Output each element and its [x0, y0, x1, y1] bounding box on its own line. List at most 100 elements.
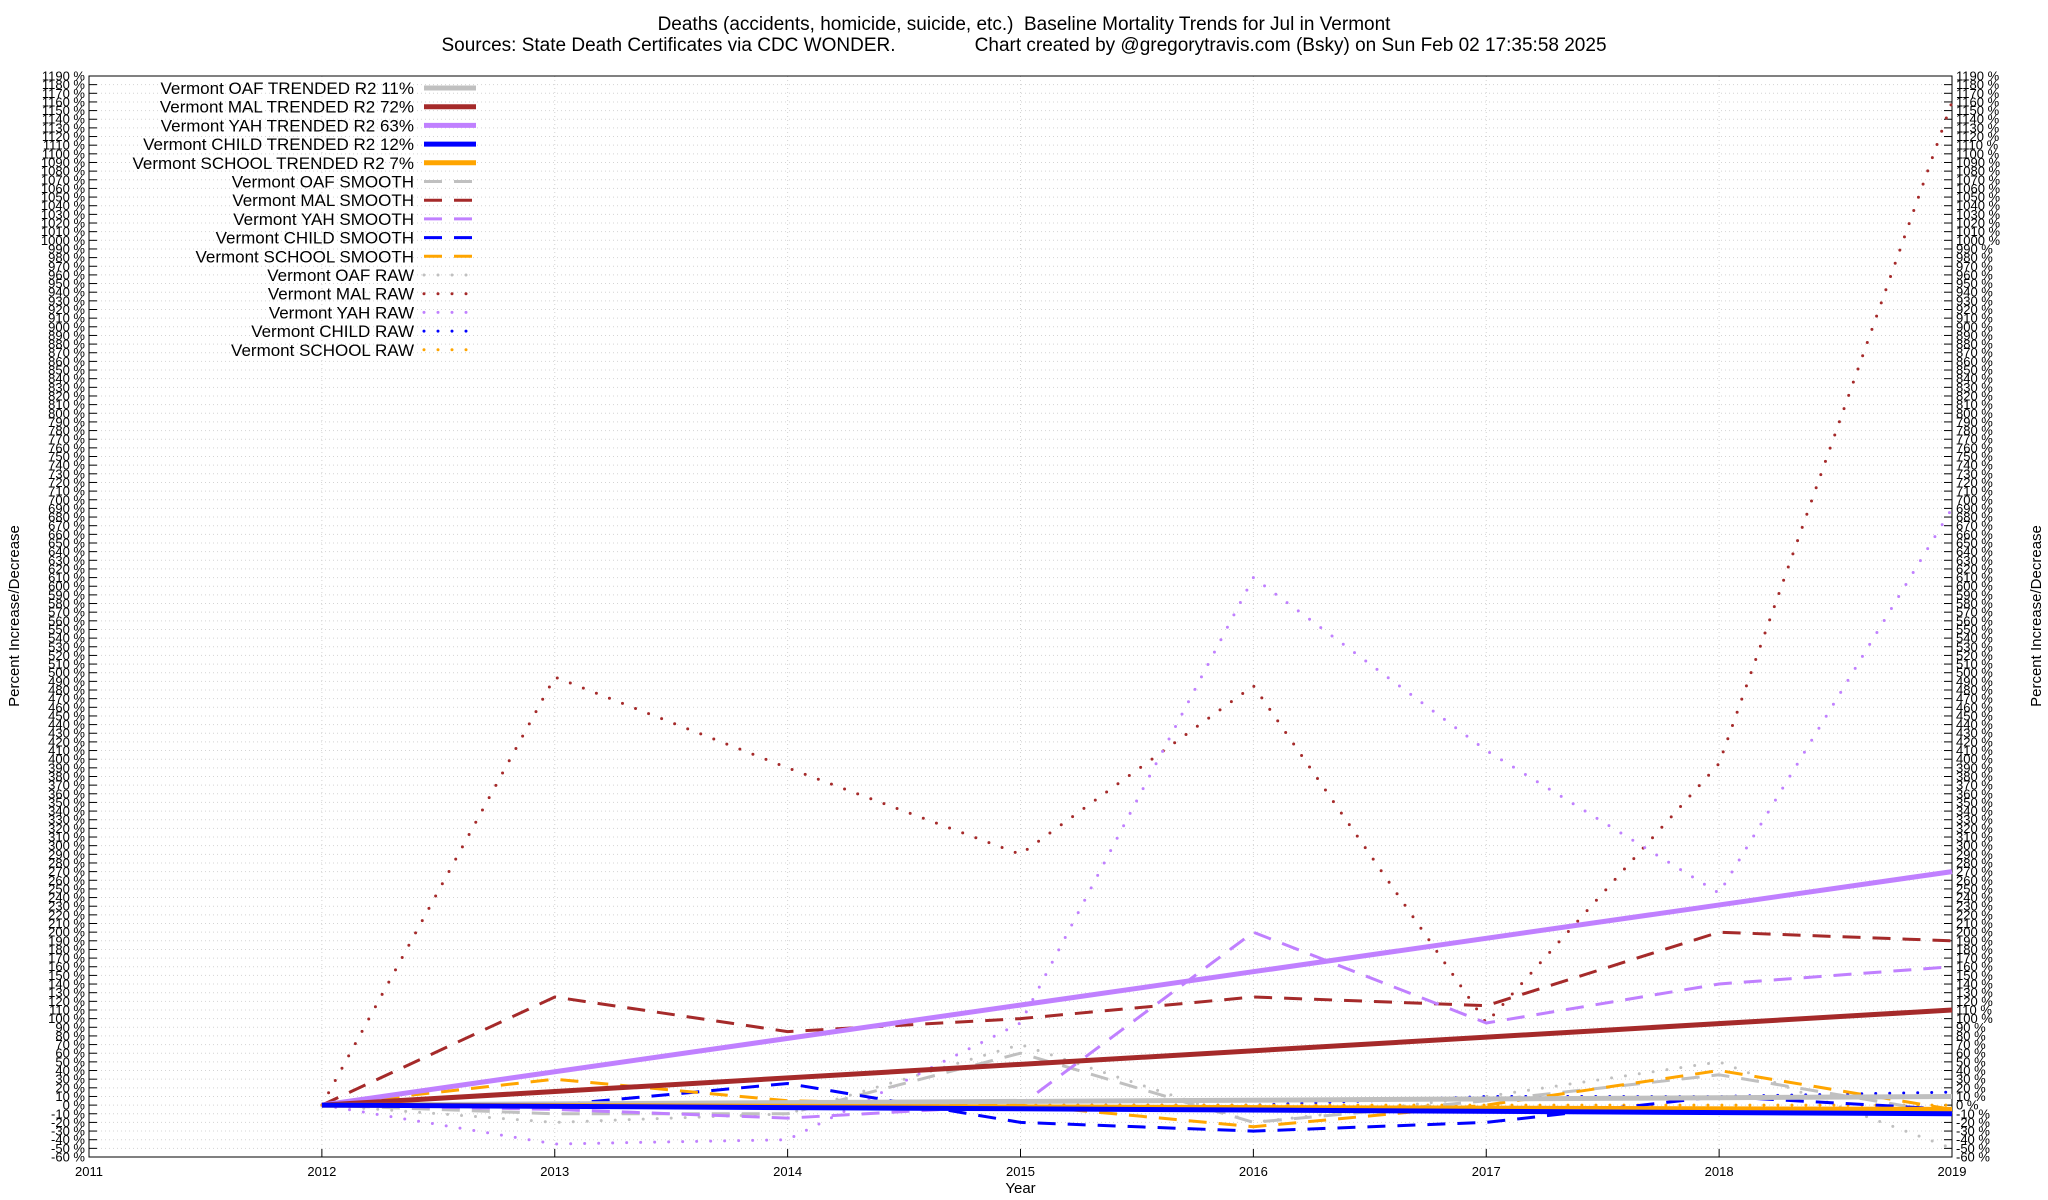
y-tick-label: 1130 % — [42, 120, 86, 135]
y-tick-label-right: 950 % — [1956, 276, 1993, 291]
y-tick-label: 700 % — [48, 492, 85, 507]
y-tick-label: 1110 % — [43, 138, 86, 153]
y-tick-label: 480 % — [48, 683, 85, 698]
y-tick-label: 820 % — [48, 388, 85, 403]
y-tick-label: 710 % — [48, 484, 85, 499]
y-tick-label-right: 1020 % — [1956, 216, 2001, 231]
y-tick-label: 170 % — [48, 951, 85, 966]
y-tick-label: 1120 % — [42, 129, 86, 144]
y-tick-label: 500 % — [48, 665, 85, 680]
y-tick-label-right: 630 % — [1956, 553, 1993, 568]
y-tick-label-right: 430 % — [1956, 726, 1993, 741]
y-tick-label-right: 990 % — [1956, 241, 1993, 256]
y-tick-label: 570 % — [48, 605, 85, 620]
y-tick-label-right: 1140 % — [1956, 112, 2000, 127]
y-tick-label-right: -40 % — [1956, 1132, 1990, 1147]
y-tick-label: 1060 % — [41, 181, 86, 196]
y-tick-label: 950 % — [48, 276, 85, 291]
y-tick-label: 160 % — [48, 959, 85, 974]
y-tick-label: 1140 % — [42, 112, 86, 127]
y-tick-label: 830 % — [48, 380, 85, 395]
series-group — [320, 100, 1954, 1150]
y-tick-label: 1100 % — [42, 146, 86, 161]
y-tick-label-right: 870 % — [1956, 345, 1993, 360]
y-tick-label-right: 1050 % — [1956, 190, 2001, 205]
y-tick-label-right: 1030 % — [1956, 207, 2001, 222]
y-tick-label: 410 % — [48, 743, 85, 758]
y-tick-label: 540 % — [48, 631, 85, 646]
y-tick-label: 30 % — [55, 1072, 85, 1087]
chart-title: Deaths (accidents, homicide, suicide, et… — [657, 14, 1391, 35]
y-tick-label: 280 % — [48, 855, 85, 870]
y-tick-label-right: 60 % — [1956, 1046, 1986, 1061]
y-tick-label: 90 % — [55, 1020, 85, 1035]
y-tick-label-right: 810 % — [1956, 397, 1993, 412]
y-tick-label-right: 20 % — [1956, 1080, 1986, 1095]
legend-label: Vermont SCHOOL TRENDED R2 7% — [132, 154, 414, 173]
legend-label: Vermont YAH TRENDED R2 63% — [161, 116, 414, 135]
x-tick-label: 2017 — [1472, 1164, 1501, 1179]
y-tick-label-right: 860 % — [1956, 354, 1993, 369]
y-tick-label: 430 % — [48, 726, 85, 741]
y-tick-label: 1000 % — [41, 233, 86, 248]
y-tick-label-right: 380 % — [1956, 769, 1993, 784]
y-tick-label: 760 % — [48, 440, 85, 455]
y-tick-label-right: 150 % — [1956, 968, 1993, 983]
y-tick-label-right: 310 % — [1956, 830, 1993, 845]
y-tick-label: 770 % — [48, 432, 85, 447]
y-tick-label: -30 % — [51, 1124, 85, 1139]
y-tick-label-right: 470 % — [1956, 691, 1993, 706]
y-tick-label-right: 510 % — [1956, 657, 1993, 672]
y-tick-label-right: 160 % — [1956, 959, 1993, 974]
y-tick-label: 350 % — [48, 795, 85, 810]
y-tick-label: 880 % — [48, 337, 85, 352]
y-tick-label: 360 % — [48, 786, 85, 801]
y-tick-label: 660 % — [48, 527, 85, 542]
series-line-10 — [320, 1043, 1954, 1150]
series-line-2 — [321, 869, 1953, 1108]
y-tick-label-right: 830 % — [1956, 380, 1993, 395]
y-tick-label-right: 660 % — [1956, 527, 1993, 542]
x-tick-label: 2015 — [1006, 1164, 1035, 1179]
y-tick-label-right: 1070 % — [1956, 172, 2001, 187]
y-tick-label-right: 650 % — [1956, 535, 1993, 550]
series-line-5 — [321, 1051, 1953, 1124]
y-tick-label-right: 850 % — [1956, 363, 1993, 378]
x-tick-label: 2013 — [540, 1164, 569, 1179]
y-tick-label-right: 520 % — [1956, 648, 1993, 663]
y-tick-label-right: 220 % — [1956, 907, 1993, 922]
y-tick-label: 460 % — [48, 700, 85, 715]
y-tick-label-right: 790 % — [1956, 414, 1993, 429]
y-tick-label-right: 750 % — [1956, 449, 1993, 464]
y-tick-label-right: 900 % — [1956, 319, 1993, 334]
y-tick-label-right: -50 % — [1956, 1141, 1990, 1156]
y-tick-label-right: 490 % — [1956, 674, 1993, 689]
y-tick-label: 400 % — [48, 752, 85, 767]
y-tick-label: 580 % — [48, 596, 85, 611]
legend-label: Vermont MAL SMOOTH — [232, 191, 414, 210]
y-tick-label-right: 200 % — [1956, 925, 1993, 940]
y-tick-label: 860 % — [48, 354, 85, 369]
y-tick-label: 1020 % — [41, 216, 86, 231]
y-tick-label: 1070 % — [41, 172, 86, 187]
y-tick-label: 60 % — [55, 1046, 85, 1061]
y-tick-label-right: 110 % — [1956, 1002, 1992, 1017]
y-tick-label-right: 1170 % — [1956, 86, 2000, 101]
legend-label: Vermont CHILD RAW — [251, 322, 414, 341]
y-tick-label: 240 % — [48, 890, 85, 905]
y-tick-label: 990 % — [48, 241, 85, 256]
y-tick-label-right: 620 % — [1956, 561, 1993, 576]
y-tick-label-right: 1060 % — [1956, 181, 2001, 196]
y-tick-label: 740 % — [48, 458, 85, 473]
y-tick-label: 200 % — [48, 925, 85, 940]
y-tick-label: 1030 % — [41, 207, 86, 222]
y-tick-label: 720 % — [48, 475, 85, 490]
y-tick-label-right: 930 % — [1956, 293, 1993, 308]
y-tick-label: 80 % — [55, 1028, 85, 1043]
legend-label: Vermont MAL TRENDED R2 72% — [160, 98, 414, 117]
y-tick-label: 120 % — [48, 994, 85, 1009]
y-tick-label-right: 890 % — [1956, 328, 1993, 343]
x-tick-label: 2012 — [307, 1164, 336, 1179]
y-tick-label-right: 40 % — [1956, 1063, 1986, 1078]
y-tick-label: 790 % — [48, 414, 85, 429]
